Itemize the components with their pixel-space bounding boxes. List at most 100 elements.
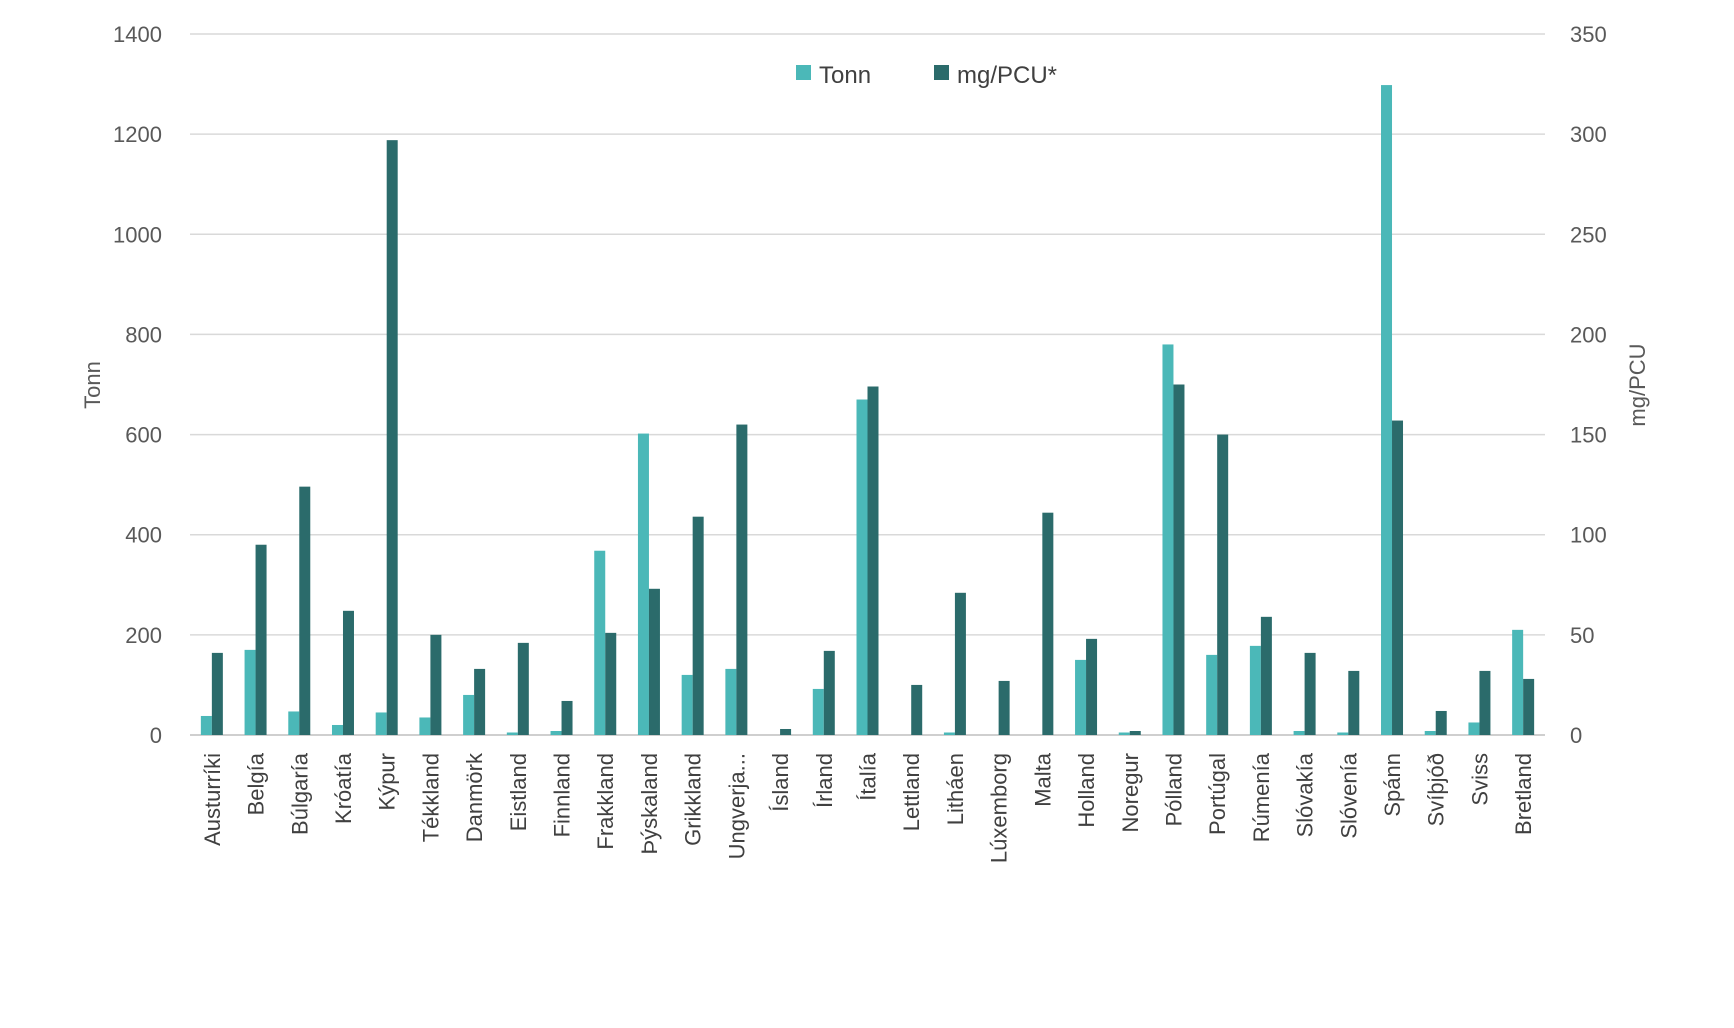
y-tick-label: 600	[125, 423, 162, 448]
bar-mgpcu	[823, 650, 835, 735]
bar-tonn	[1468, 722, 1480, 735]
bar-mgpcu	[1523, 678, 1535, 735]
bar-tonn	[856, 399, 868, 735]
category-label: Austurríki	[200, 753, 225, 846]
y2-tick-label: 0	[1570, 723, 1582, 748]
category-label: Bretland	[1511, 753, 1536, 835]
category-label: Lettland	[899, 753, 924, 831]
bar-tonn	[1206, 654, 1218, 735]
bar-mgpcu	[1173, 384, 1185, 735]
legend: Tonn mg/PCU*	[796, 62, 1057, 89]
category-label: Kýpur	[375, 753, 400, 810]
left-axis-ticks: 0 200 400 600 800 1000 1200 1400	[113, 22, 162, 748]
category-label: Tékkland	[418, 753, 443, 842]
bar-mgpcu	[1479, 670, 1491, 735]
bar-tonn	[725, 668, 737, 735]
bar-tonn	[1075, 659, 1087, 735]
bar-mgpcu	[255, 544, 267, 735]
bar-tonn	[288, 711, 300, 735]
category-label: Ítalía	[856, 752, 881, 800]
bar-tonn	[375, 712, 387, 735]
bar-mgpcu	[299, 486, 311, 735]
bar-mgpcu	[474, 668, 486, 735]
legend-label-mgpcu: mg/PCU*	[957, 62, 1057, 89]
bar-tonn	[1249, 645, 1261, 735]
right-axis-ticks: 0 50 100 150 200 250 300 350	[1570, 22, 1607, 748]
category-label: Þýskaland	[637, 753, 662, 855]
bar-mgpcu	[911, 684, 923, 735]
category-label: Noregur	[1118, 753, 1143, 832]
legend-label-tonn: Tonn	[819, 62, 871, 89]
y-tick-label: 1000	[113, 222, 162, 247]
bar-tonn	[244, 649, 256, 735]
bar-tonn	[463, 694, 475, 735]
bar-tonn	[506, 732, 518, 735]
y2-tick-label: 200	[1570, 322, 1607, 347]
category-label: Danmörk	[462, 752, 487, 842]
y-tick-label: 0	[150, 723, 162, 748]
bar-tonn	[681, 674, 693, 735]
bar-tonn	[637, 433, 649, 735]
bar-tonn	[1293, 730, 1305, 735]
category-label: Króatía	[331, 752, 356, 824]
bar-tonn	[812, 688, 824, 735]
bar-mgpcu	[780, 728, 792, 735]
bar-mgpcu	[342, 610, 354, 735]
y2-tick-label: 100	[1570, 523, 1607, 548]
bar-mgpcu	[605, 632, 617, 735]
y-axis-label: Tonn	[80, 361, 105, 409]
y-tick-label: 1200	[113, 122, 162, 147]
category-label: Ungverja...	[724, 753, 749, 859]
bar-mgpcu	[517, 642, 529, 735]
bar-tonn	[1381, 85, 1393, 735]
bar-tonn	[594, 550, 606, 735]
bar-tonn	[1424, 730, 1436, 735]
y2-tick-label: 50	[1570, 623, 1594, 648]
category-label: Finnland	[550, 753, 575, 837]
bar-mgpcu	[1129, 730, 1141, 735]
category-label: Portúgal	[1205, 753, 1230, 835]
bar-mgpcu	[867, 386, 879, 735]
bar-tonn	[1162, 344, 1174, 735]
y2-tick-label: 300	[1570, 122, 1607, 147]
category-label: Eistland	[506, 753, 531, 831]
category-label: Ísland	[768, 753, 793, 812]
bar-mgpcu	[1217, 434, 1229, 735]
bars	[200, 85, 1535, 735]
y-tick-label: 800	[125, 322, 162, 347]
category-label: Búlgaría	[287, 752, 312, 835]
category-label: Svíþjóð	[1424, 753, 1449, 826]
category-label: Rúmenía	[1249, 752, 1274, 842]
category-label: Belgía	[244, 752, 269, 815]
bar-tonn	[1512, 629, 1524, 735]
legend-swatch-mgpcu	[934, 65, 949, 80]
y2-tick-label: 250	[1570, 222, 1607, 247]
bar-mgpcu	[1042, 512, 1054, 735]
category-label: Spánn	[1380, 753, 1405, 817]
category-label: Litháen	[943, 753, 968, 825]
bar-tonn	[943, 732, 955, 735]
category-label: Pólland	[1161, 753, 1186, 826]
bar-tonn	[1118, 732, 1130, 735]
category-labels: Austurríki Belgía Búlgaría Króatía Kýpur Tékk…	[200, 752, 1536, 863]
y-tick-label: 400	[125, 523, 162, 548]
y2-axis-label: mg/PCU	[1625, 343, 1650, 426]
bar-mgpcu	[386, 140, 398, 735]
bar-tonn	[419, 717, 431, 735]
bar-mgpcu	[430, 634, 442, 735]
bar-mgpcu	[736, 424, 748, 735]
bar-mgpcu	[211, 652, 223, 735]
bar-mgpcu	[1348, 670, 1360, 735]
legend-swatch-tonn	[796, 65, 811, 80]
category-label: Slóvenía	[1336, 752, 1361, 838]
bar-mgpcu	[1304, 652, 1316, 735]
category-label: Frakkland	[593, 753, 618, 850]
bar-mgpcu	[692, 516, 704, 735]
bar-tonn	[200, 715, 212, 735]
bar-tonn	[550, 730, 562, 735]
category-label: Sviss	[1467, 753, 1492, 806]
bar-mgpcu	[998, 680, 1010, 735]
bar-mgpcu	[1435, 710, 1447, 735]
bar-mgpcu	[561, 700, 573, 735]
